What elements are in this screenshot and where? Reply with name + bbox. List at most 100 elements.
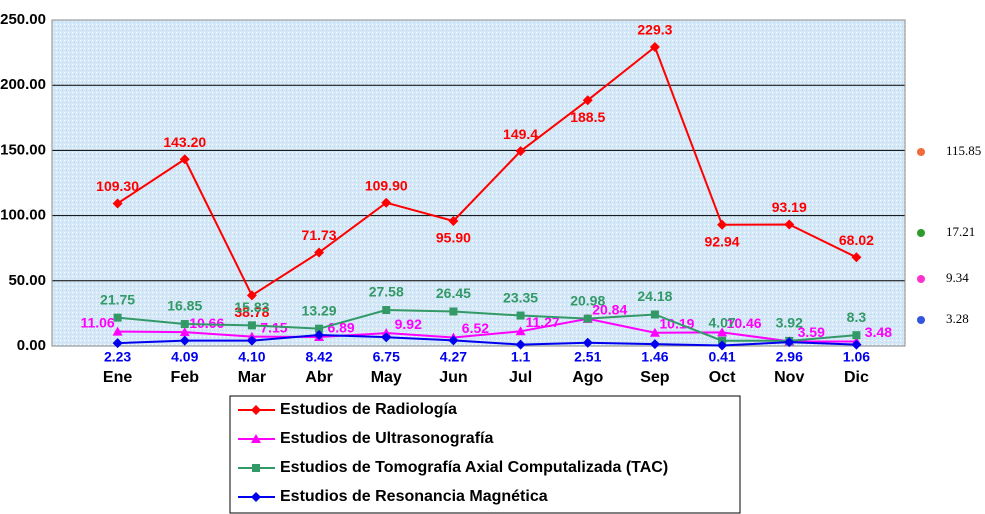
data-label: 3.92 [776,315,803,331]
marker [314,247,325,258]
data-label: 9.92 [395,316,422,332]
marker [515,339,526,350]
plot-border [51,19,906,347]
x-tick-label: May [371,369,402,386]
data-label: 6.52 [462,320,489,336]
data-label: 109.30 [96,178,139,194]
y-tick-label: 50.00 [8,272,46,289]
data-label: 16.85 [167,298,202,314]
data-label: 143.20 [163,134,206,150]
marker [179,154,190,165]
marker [112,338,123,349]
data-label: 2.96 [776,349,803,365]
marker [582,95,593,106]
data-label: 10.66 [189,315,224,331]
side-dot [917,229,925,237]
marker [649,41,660,52]
data-label: 27.58 [369,284,404,300]
series-line [117,334,857,347]
marker [314,330,325,341]
x-tick-label: Jul [509,369,532,386]
series-line [117,317,857,343]
data-label: 229.3 [637,22,672,38]
data-label: 26.45 [436,285,471,301]
data-label: 71.73 [302,227,337,243]
data-label: 20.84 [592,302,627,318]
marker [582,337,593,348]
x-tick-label: Feb [171,369,200,386]
plot-area [52,20,905,346]
marker [180,320,189,329]
side-value: 115.85 [946,143,981,158]
marker [247,321,256,330]
marker [650,310,659,319]
data-label: 4.07 [708,314,735,330]
data-label: 0.41 [708,349,735,365]
data-label: 4.10 [238,349,265,365]
legend-label: Estudios de Resonancia Magnética [280,488,548,505]
marker [315,324,324,333]
x-tick-label: Sep [640,369,670,386]
x-tick-label: Nov [774,369,804,386]
data-label: 2.23 [104,349,131,365]
x-tick-label: Jun [439,369,467,386]
series-line [117,45,857,297]
marker [851,339,862,350]
marker [251,434,261,443]
legend-label: Estudios de Ultrasonografía [280,430,493,447]
data-label: 92.94 [705,234,740,250]
data-label: 4.09 [171,349,198,365]
marker [448,215,459,226]
marker [179,335,190,346]
x-tick-label: Dic [844,369,869,386]
x-tick-label: Abr [305,369,333,386]
data-label: 1.06 [843,349,870,365]
legend-label: Estudios de Radiología [280,401,457,418]
side-dot [917,275,925,283]
marker [179,327,190,337]
marker [515,326,526,336]
marker [851,252,862,263]
data-label: 1.46 [641,349,668,365]
marker [382,306,391,315]
marker [784,337,795,348]
data-label: 3.48 [865,324,892,340]
data-label: 3.59 [798,324,825,340]
marker [515,146,526,157]
x-tick-label: Ago [572,369,603,386]
marker [649,339,660,350]
side-value: 9.34 [946,270,969,285]
x-tick-label: Mar [238,369,266,386]
y-tick-label: 0.00 [17,337,46,354]
data-label: 6.75 [373,349,400,365]
marker [717,327,728,337]
side-value: 3.28 [946,311,969,326]
marker [246,335,257,346]
marker [784,219,795,230]
side-value: 17.21 [946,224,975,239]
y-tick-label: 250.00 [0,11,46,28]
data-label: 149.4 [503,126,538,142]
marker [246,290,257,301]
side-dot [917,316,925,324]
legend-box [229,395,741,514]
marker [112,326,123,336]
y-tick-label: 100.00 [0,207,46,224]
marker [449,307,458,316]
data-label: 188.5 [570,109,605,125]
data-label: 8.3 [847,309,867,325]
data-label: 15.83 [234,299,269,315]
marker [252,464,260,472]
x-tick-label: Oct [709,369,736,386]
data-label: 38.78 [234,304,269,320]
x-tick-label: Ene [103,369,132,386]
data-label: 20.98 [570,292,605,308]
marker [112,198,123,209]
marker [448,335,459,346]
marker [717,219,728,230]
data-label: 93.19 [772,199,807,215]
marker [649,327,660,337]
data-label: 2.51 [574,349,601,365]
marker [852,331,861,340]
